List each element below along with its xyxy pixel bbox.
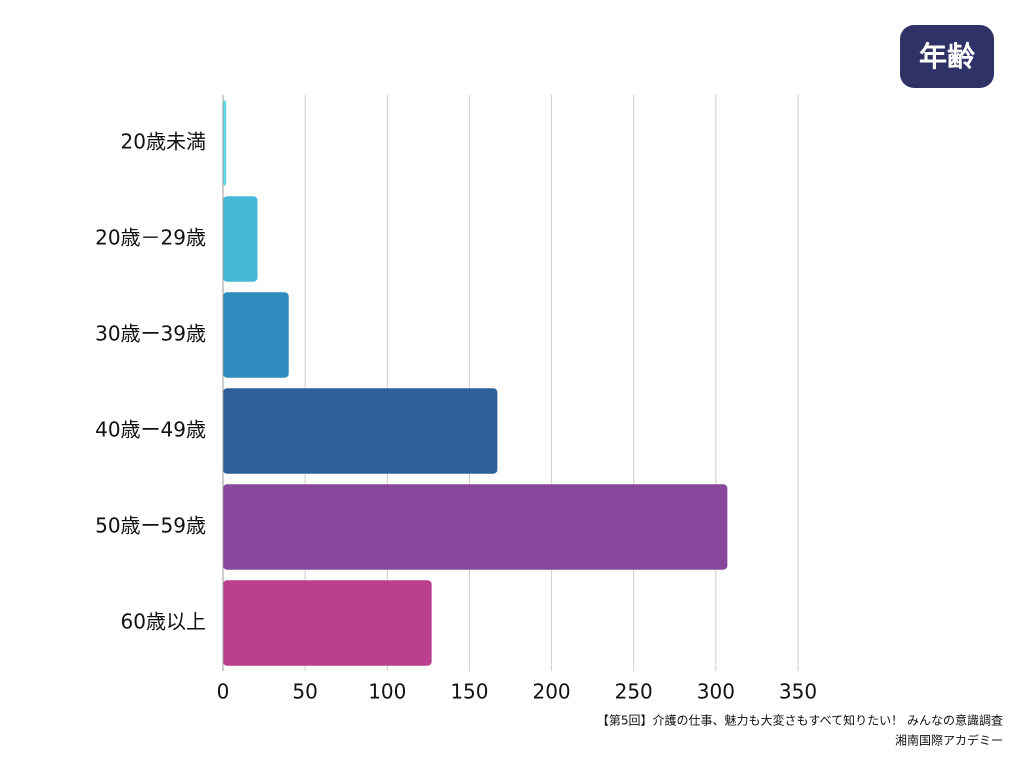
- bar: [223, 292, 289, 378]
- x-tick-label: 150: [450, 680, 488, 704]
- y-tick-label: 60歳以上: [121, 610, 206, 634]
- y-tick-label: 40歳ー49歳: [95, 418, 206, 442]
- chart-title: 年齢: [919, 40, 975, 73]
- y-tick-label: 30歳ー39歳: [95, 322, 206, 346]
- bar: [223, 484, 728, 570]
- x-tick-label: 300: [697, 680, 735, 704]
- source-line: 湘南国際アカデミー: [895, 733, 1003, 748]
- bar: [223, 580, 432, 666]
- bar: [223, 100, 227, 186]
- x-tick-label: 50: [292, 680, 317, 704]
- y-tick-label: 20歳未満: [121, 130, 206, 154]
- x-tick-label: 350: [779, 680, 817, 704]
- x-tick-label: 0: [217, 680, 230, 704]
- x-tick-label: 100: [368, 680, 406, 704]
- y-tick-label: 50歳ー59歳: [95, 514, 206, 538]
- x-tick-label: 250: [615, 680, 653, 704]
- x-tick-label: 200: [532, 680, 570, 704]
- bar: [223, 388, 498, 474]
- bar: [223, 196, 258, 282]
- source-line: 【第5回】介護の仕事、魅力も大変さもすべて知りたい！ みんなの意識調査: [597, 713, 1003, 728]
- title-badge: [900, 25, 994, 88]
- y-tick-label: 20歳－29歳: [95, 226, 206, 250]
